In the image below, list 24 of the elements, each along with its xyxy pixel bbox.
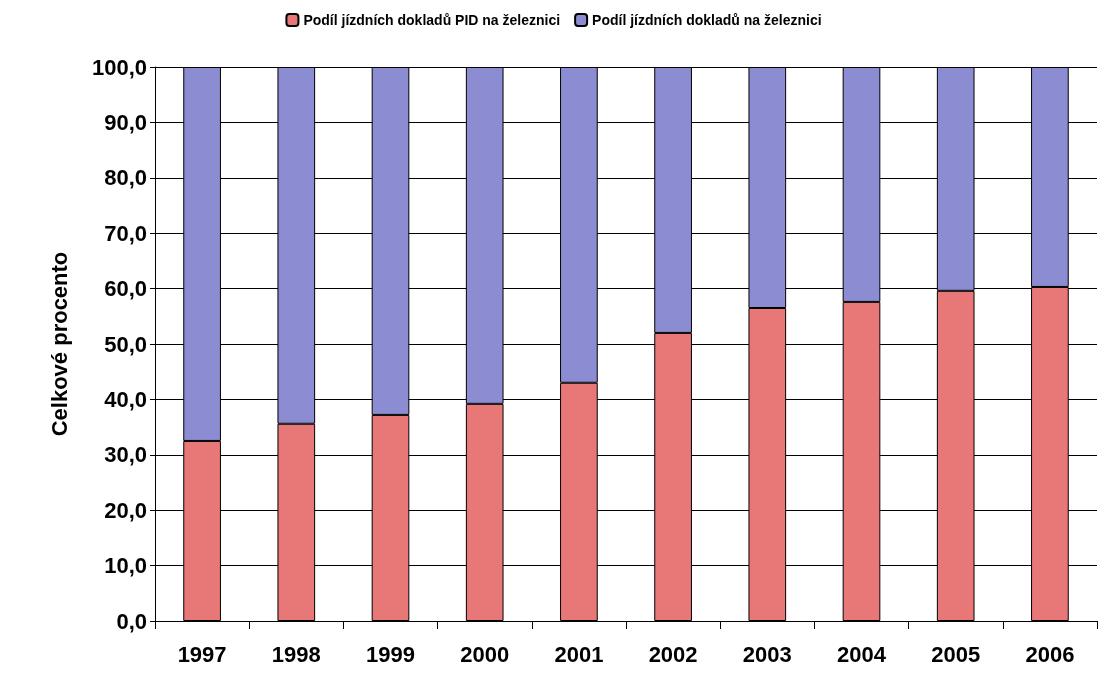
x-tick-label: 2004: [837, 641, 887, 667]
y-tick-label: 40,0: [104, 386, 147, 412]
y-tick-label: 80,0: [104, 165, 147, 191]
x-tick-label: 1998: [271, 641, 321, 667]
x-tick-label: 1999: [366, 641, 415, 667]
legend-label: Podíl jízdních dokladů na železnici: [592, 12, 822, 28]
y-tick-label: 70,0: [104, 220, 147, 246]
y-tick-label: 10,0: [104, 553, 147, 579]
y-tick-label: 100,0: [91, 54, 147, 80]
y-tick-label: 0,0: [116, 608, 147, 634]
legend-label: Podíl jízdních dokladů PID na železnici: [303, 12, 561, 28]
x-tick-label: 2001: [554, 641, 604, 667]
y-tick-label: 30,0: [104, 442, 147, 468]
x-tick-label: 2003: [742, 641, 792, 667]
y-axis-title: Celkové procento: [46, 251, 72, 437]
x-tick-label: 2006: [1025, 641, 1075, 667]
y-tick-label: 20,0: [104, 497, 147, 523]
x-tick-label: 2002: [648, 641, 698, 667]
x-tick-label: 2005: [931, 641, 981, 667]
x-tick-label: 2000: [460, 641, 510, 667]
y-tick-label: 50,0: [104, 331, 147, 357]
x-tick-label: 1997: [177, 641, 227, 667]
y-tick-label: 90,0: [104, 109, 147, 135]
y-tick-label: 60,0: [104, 276, 147, 302]
